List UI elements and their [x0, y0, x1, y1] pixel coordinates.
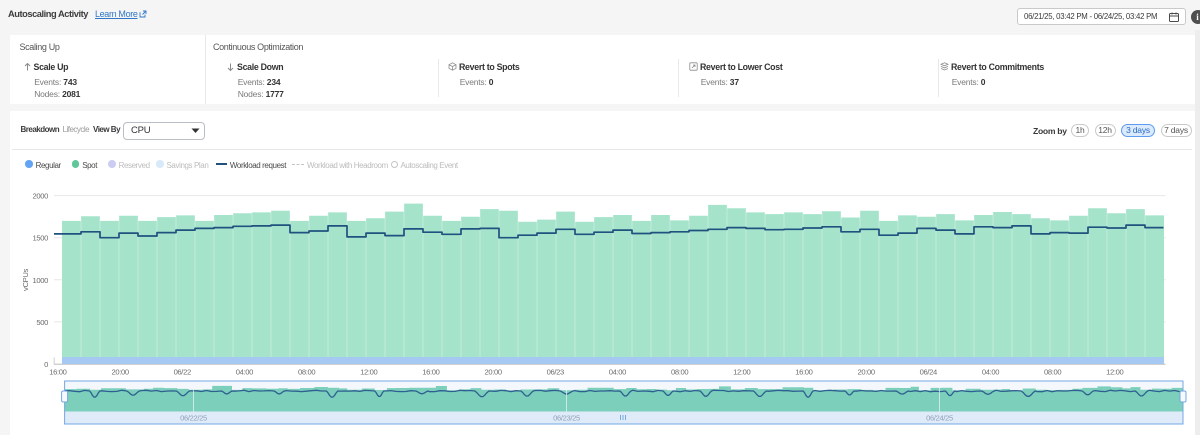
svg-text:20:00: 20:00 — [111, 368, 128, 377]
svg-text:1000: 1000 — [33, 276, 49, 285]
svg-text:0: 0 — [44, 360, 48, 369]
svg-text:vCPUs: vCPUs — [21, 269, 30, 291]
svg-text:06/22: 06/22 — [174, 368, 191, 377]
svg-text:08:00: 08:00 — [1044, 368, 1061, 377]
svg-text:16:00: 16:00 — [49, 368, 66, 377]
svg-text:500: 500 — [36, 318, 48, 327]
svg-text:12:00: 12:00 — [1106, 368, 1123, 377]
svg-text:06/23: 06/23 — [547, 368, 564, 377]
svg-text:16:00: 16:00 — [795, 368, 812, 377]
svg-text:20:00: 20:00 — [857, 368, 874, 377]
svg-text:08:00: 08:00 — [298, 368, 315, 377]
svg-text:08:00: 08:00 — [671, 368, 688, 377]
svg-text:06/23/25: 06/23/25 — [553, 414, 580, 423]
svg-text:1500: 1500 — [33, 234, 49, 243]
svg-text:12:00: 12:00 — [733, 368, 750, 377]
svg-text:16:00: 16:00 — [422, 368, 439, 377]
svg-text:04:00: 04:00 — [236, 368, 253, 377]
svg-text:2000: 2000 — [33, 192, 49, 201]
svg-text:12:00: 12:00 — [360, 368, 377, 377]
svg-text:04:00: 04:00 — [609, 368, 626, 377]
svg-text:20:00: 20:00 — [484, 368, 501, 377]
svg-text:06/24: 06/24 — [920, 368, 937, 377]
svg-text:06/24/25: 06/24/25 — [926, 414, 953, 423]
svg-text:04:00: 04:00 — [982, 368, 999, 377]
svg-text:06/22/25: 06/22/25 — [180, 414, 207, 423]
